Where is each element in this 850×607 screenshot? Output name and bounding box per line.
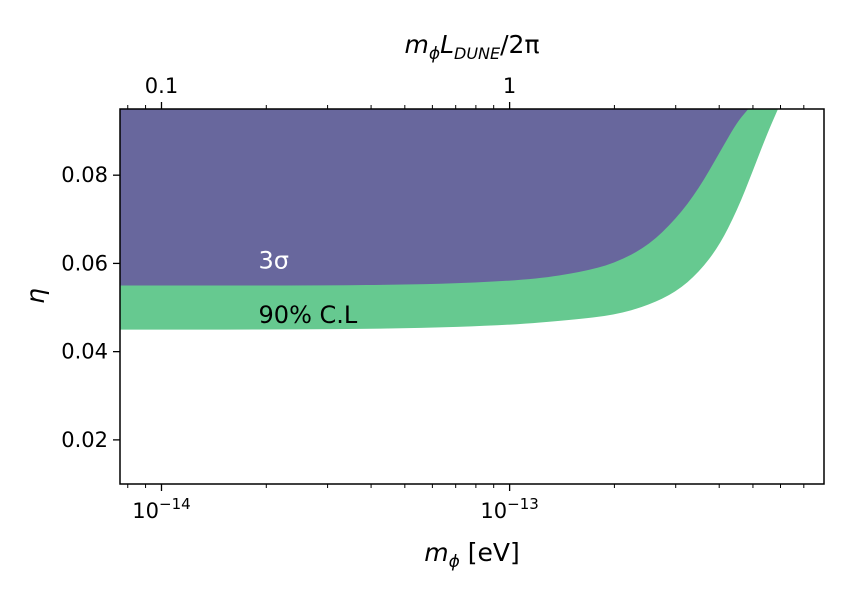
x-axis-label-unit: [eV]	[460, 538, 520, 567]
y-tick-label: 0.06	[61, 251, 108, 275]
x-axis-label-symbol: m	[424, 538, 448, 567]
x-axis-label-subscript: ϕ	[449, 552, 460, 572]
top-axis-label-L: L	[440, 30, 454, 59]
y-tick-label: 0.02	[61, 428, 108, 452]
x-tick-exponent: −13	[507, 495, 539, 513]
y-axis-label: η	[21, 288, 50, 304]
top-axis-label-phi: ϕ	[429, 44, 440, 64]
top-axis-label-m: m	[404, 30, 428, 59]
y-tick-label: 0.08	[61, 163, 108, 187]
x-tick-base: 10	[480, 499, 507, 523]
x-tick-label: 10−14	[132, 495, 190, 523]
top-tick-label: 1	[503, 74, 516, 98]
top-axis-label: mϕLDUNE/2π	[404, 30, 539, 64]
y-tick-label: 0.04	[61, 340, 108, 364]
plot-frame	[119, 108, 825, 485]
top-tick-label: 0.1	[145, 74, 178, 98]
top-axis-label-rest: /2π	[500, 30, 539, 59]
label-90cl: 90% C.L	[259, 301, 358, 329]
confidence-regions	[120, 109, 778, 330]
x-tick-base: 10	[132, 499, 159, 523]
top-axis-label-subscript: DUNE	[454, 44, 501, 63]
x-tick-exponent: −14	[159, 495, 191, 513]
region-3sigma	[120, 109, 749, 286]
x-tick-label: 10−13	[480, 495, 538, 523]
region-labels: 3σ 90% C.L	[259, 247, 358, 329]
label-3sigma: 3σ	[259, 247, 289, 275]
x-axis-label: mϕ [eV]	[424, 538, 520, 572]
